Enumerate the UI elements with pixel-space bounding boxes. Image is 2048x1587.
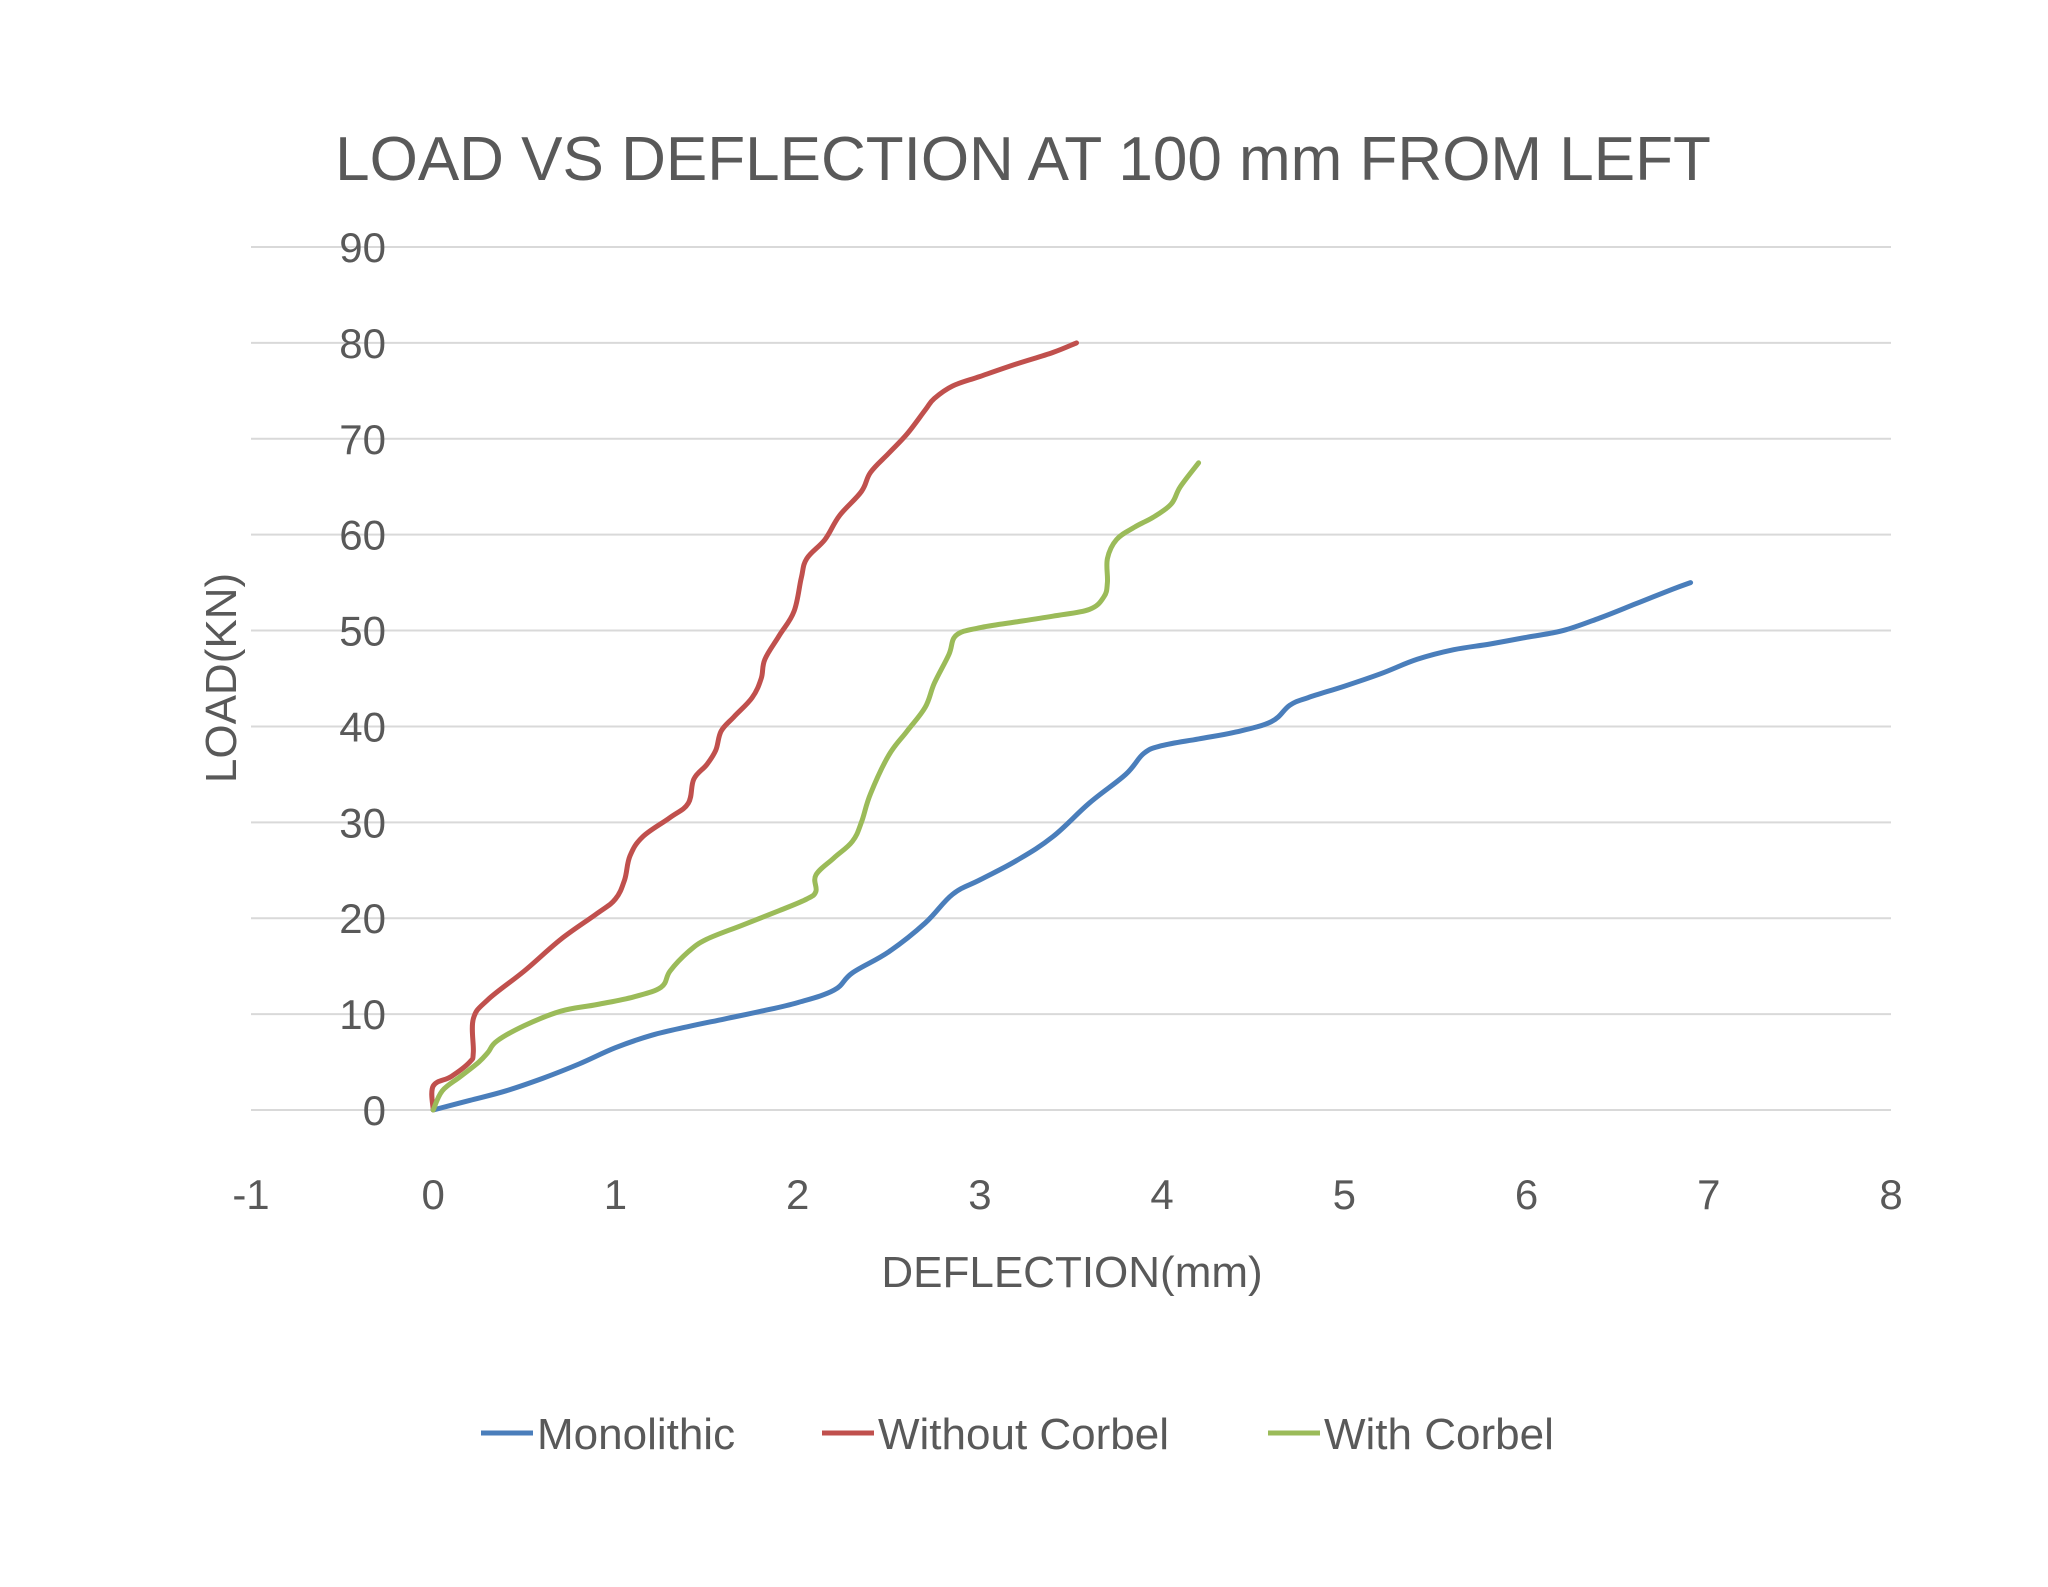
legend-label-with-corbel: With Corbel	[1324, 1410, 1554, 1459]
legend-label-without-corbel: Without Corbel	[878, 1410, 1169, 1459]
y-tick-label: 90	[339, 224, 386, 271]
legend-label-monolithic: Monolithic	[537, 1410, 735, 1459]
x-tick-label: -1	[232, 1171, 269, 1218]
chart-title: LOAD VS DEFLECTION AT 100 mm FROM LEFT	[335, 125, 1711, 194]
series-line-without-corbel	[429, 340, 1079, 1113]
legend: Monolithic Without Corbel With Corbel	[481, 1410, 1554, 1459]
y-axis-tick-labels: 0 10 20 30 40 50 60 70 80 90	[339, 224, 386, 1134]
x-tick-label: 4	[1150, 1171, 1173, 1218]
x-tick-label: 5	[1333, 1171, 1356, 1218]
series-line-monolithic	[430, 580, 1694, 1113]
x-tick-label: 1	[604, 1171, 627, 1218]
y-tick-label: 0	[363, 1087, 386, 1134]
x-tick-label: 3	[968, 1171, 991, 1218]
y-tick-label: 80	[339, 320, 386, 367]
x-tick-label: 6	[1515, 1171, 1538, 1218]
x-tick-label: 8	[1879, 1171, 1902, 1218]
y-tick-label: 50	[339, 608, 386, 655]
y-tick-label: 30	[339, 799, 386, 846]
x-axis-title: DEFLECTION(mm)	[881, 1248, 1262, 1297]
y-tick-label: 20	[339, 895, 386, 942]
series-line-with-corbel	[430, 460, 1202, 1113]
series-lines	[429, 340, 1694, 1113]
y-tick-label: 70	[339, 416, 386, 463]
x-tick-label: 7	[1697, 1171, 1720, 1218]
y-tick-label: 40	[339, 703, 386, 750]
y-tick-label: 10	[339, 991, 386, 1038]
x-axis-tick-labels: -1 0 1 2 3 4 5 6 7 8	[232, 1171, 1902, 1218]
y-axis-title: LOAD(KN)	[197, 573, 246, 783]
x-tick-label: 2	[786, 1171, 809, 1218]
x-tick-label: 0	[422, 1171, 445, 1218]
y-tick-label: 60	[339, 512, 386, 559]
